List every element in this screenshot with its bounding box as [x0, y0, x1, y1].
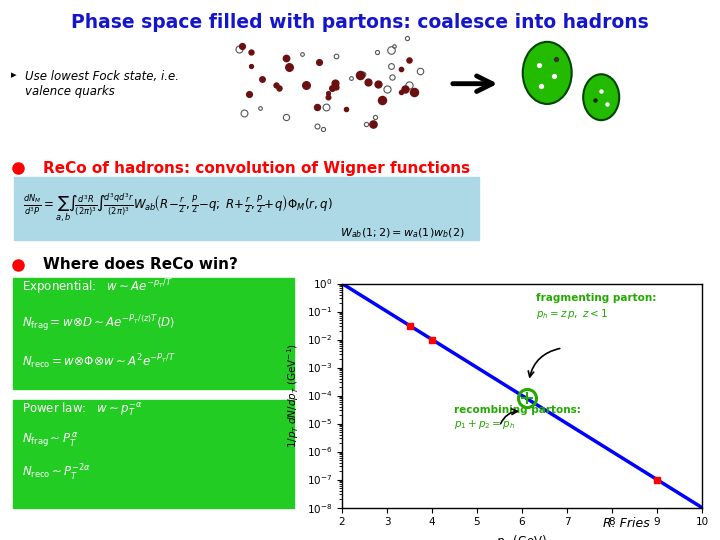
Text: $N_{\rm reco} \sim P_T^{-2\alpha}$: $N_{\rm reco} \sim P_T^{-2\alpha}$: [22, 462, 91, 483]
Text: ▸: ▸: [11, 70, 17, 80]
Text: $\frac{dN_M}{d^3P} = \sum_{a,b}\!\int\!\frac{d^3R}{(2\pi)^3}\int\!\frac{d^3qd^3r: $\frac{dN_M}{d^3P} = \sum_{a,b}\!\int\!\…: [23, 192, 333, 224]
Text: Where does ReCo win?: Where does ReCo win?: [43, 257, 238, 272]
Text: $N_{\rm frag} \sim P_T^{\,\alpha}$: $N_{\rm frag} \sim P_T^{\,\alpha}$: [22, 431, 78, 449]
Text: $N_{\rm frag} = w\!\otimes\!D \sim Ae^{-P_T/\langle z\rangle T}\langle D\rangle$: $N_{\rm frag} = w\!\otimes\!D \sim Ae^{-…: [22, 314, 175, 334]
Text: ReCo of hadrons: convolution of Wigner functions: ReCo of hadrons: convolution of Wigner f…: [43, 161, 470, 176]
FancyBboxPatch shape: [14, 177, 479, 240]
Text: Use lowest Fock state, i.e.
valence quarks: Use lowest Fock state, i.e. valence quar…: [25, 70, 179, 98]
Text: 29: 29: [619, 500, 634, 510]
Ellipse shape: [583, 75, 619, 120]
Ellipse shape: [523, 42, 572, 104]
Text: Exponential:   $w \sim Ae^{-p_T/T}$: Exponential: $w \sim Ae^{-p_T/T}$: [22, 278, 172, 297]
Text: $N_{\rm reco} = w\!\otimes\!\Phi\!\otimes\!w \sim A^2 e^{-P_T/T}$: $N_{\rm reco} = w\!\otimes\!\Phi\!\otime…: [22, 353, 176, 371]
Text: Phase space filled with partons: coalesce into hadrons: Phase space filled with partons: coalesc…: [71, 14, 649, 32]
Text: recombining partons:: recombining partons:: [454, 405, 581, 415]
X-axis label: $p_T$ (GeV): $p_T$ (GeV): [496, 533, 548, 540]
Text: $p_1+p_2=p_h$: $p_1+p_2=p_h$: [454, 418, 516, 431]
FancyBboxPatch shape: [13, 278, 294, 389]
Text: $W_{ab}(1;2) = w_a(1)w_b(2)$: $W_{ab}(1;2) = w_a(1)w_b(2)$: [340, 226, 464, 240]
Text: fragmenting parton:: fragmenting parton:: [536, 293, 656, 303]
Y-axis label: $1/p_T\; dN/dp_T$ (GeV$^{-1}$): $1/p_T\; dN/dp_T$ (GeV$^{-1}$): [285, 343, 301, 448]
Text: Power law:   $w \sim p_T^{-\alpha}$: Power law: $w \sim p_T^{-\alpha}$: [22, 401, 143, 418]
FancyBboxPatch shape: [13, 400, 294, 508]
Text: $p_h = z\,p,\;z<1$: $p_h = z\,p,\;z<1$: [536, 307, 608, 321]
Text: R. Fries: R. Fries: [603, 517, 649, 530]
